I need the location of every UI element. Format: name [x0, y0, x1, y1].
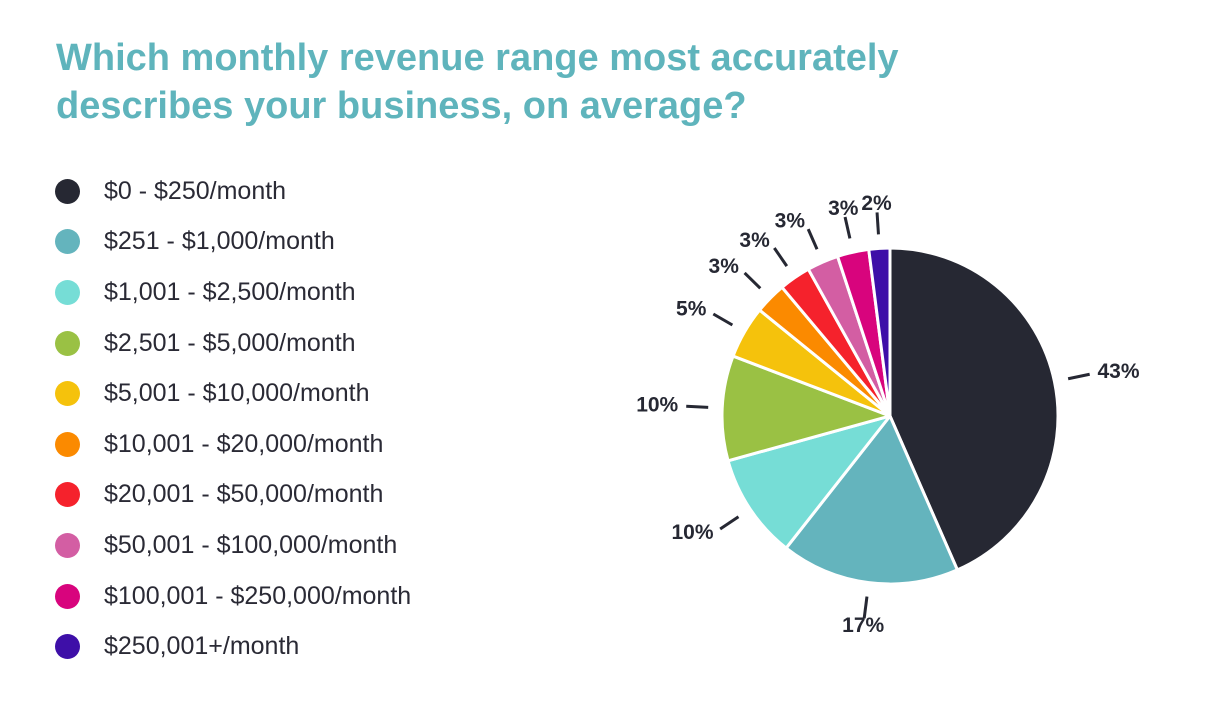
legend-swatch	[55, 482, 80, 508]
pie-slice	[867, 246, 892, 418]
legend-item: $0 - $250/month	[55, 166, 411, 217]
legend-label: $250,001+/month	[104, 632, 300, 661]
legend-label: $5,001 - $10,000/month	[104, 379, 370, 408]
legend-item: $251 - $1,000/month	[55, 217, 411, 268]
chart-title: Which monthly revenue range most accurat…	[56, 34, 1016, 130]
leader-line	[1067, 372, 1090, 381]
legend-swatch	[55, 381, 80, 407]
slice-label: 10%	[636, 393, 678, 416]
legend-swatch	[55, 532, 80, 558]
leader-line	[719, 515, 740, 531]
leader-line	[862, 596, 869, 619]
chart-title-line-1: Which monthly revenue range most accurat…	[56, 37, 899, 79]
leader-line	[712, 312, 734, 327]
leader-line	[743, 271, 762, 290]
legend-label: $0 - $250/month	[104, 176, 287, 205]
leader-line	[806, 228, 819, 250]
slice-label: 3%	[709, 255, 740, 278]
legend-item: $10,001 - $20,000/month	[55, 419, 411, 470]
pie-slice	[784, 414, 959, 586]
legend-item: $5,001 - $10,000/month	[55, 368, 411, 419]
pie-chart: 43%17%10%10%5%3%3%3%3% 2%	[636, 192, 1140, 637]
legend-label: $20,001 - $50,000/month	[104, 480, 384, 509]
legend-label: $100,001 - $250,000/month	[104, 581, 412, 610]
legend-label: $1,001 - $2,500/month	[104, 277, 356, 306]
legend-item: $50,001 - $100,000/month	[55, 520, 411, 571]
legend-swatch	[55, 431, 80, 457]
legend-label: $10,001 - $20,000/month	[104, 429, 384, 458]
slice-label: 3%	[828, 197, 859, 220]
slice-label: 5%	[676, 298, 707, 321]
legend-item: $1,001 - $2,500/month	[55, 267, 411, 318]
slice-label: 43%	[1098, 360, 1140, 383]
chart-legend: $0 - $250/month $251 - $1,000/month $1,0…	[55, 166, 411, 672]
pie-slice	[888, 246, 1060, 572]
leader-line	[843, 216, 852, 239]
slice-label: 17%	[842, 614, 884, 637]
legend-item: $2,501 - $5,000/month	[55, 318, 411, 369]
legend-item: $100,001 - $250,000/month	[55, 571, 411, 622]
legend-label: $2,501 - $5,000/month	[104, 328, 356, 357]
pie-slice	[726, 414, 892, 550]
legend-swatch	[55, 229, 80, 255]
legend-swatch	[55, 634, 80, 660]
slice-label: 2%	[861, 192, 892, 215]
legend-label: $251 - $1,000/month	[104, 227, 335, 256]
legend-swatch	[55, 178, 80, 204]
slice-label: 3%	[739, 229, 770, 252]
leader-line	[875, 212, 880, 235]
leader-line	[773, 247, 789, 267]
pie-slice	[720, 354, 892, 463]
legend-item: $250,001+/month	[55, 621, 411, 672]
legend-swatch	[55, 330, 80, 356]
legend-label: $50,001 - $100,000/month	[104, 530, 398, 559]
leader-line	[686, 404, 709, 409]
chart-title-line-2: describes your business, on average?	[56, 85, 747, 127]
legend-swatch	[55, 279, 80, 305]
slice-label: 3%	[775, 209, 806, 232]
legend-swatch	[55, 583, 80, 609]
legend-item: $20,001 - $50,000/month	[55, 470, 411, 521]
slice-label: 10%	[671, 521, 713, 544]
